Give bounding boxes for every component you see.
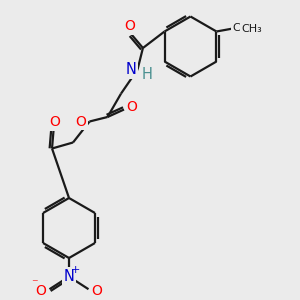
- Text: N: N: [125, 62, 136, 77]
- Text: CH₃: CH₃: [232, 23, 253, 33]
- Text: N: N: [64, 269, 74, 284]
- Text: O: O: [92, 284, 102, 298]
- Text: O: O: [127, 100, 138, 114]
- Text: ⁻: ⁻: [31, 277, 38, 290]
- Text: O: O: [76, 115, 87, 128]
- Text: H: H: [142, 67, 153, 82]
- Text: +: +: [71, 265, 80, 275]
- Text: O: O: [49, 115, 60, 129]
- Text: O: O: [124, 19, 136, 33]
- Text: O: O: [36, 284, 46, 298]
- Text: CH₃: CH₃: [241, 23, 262, 34]
